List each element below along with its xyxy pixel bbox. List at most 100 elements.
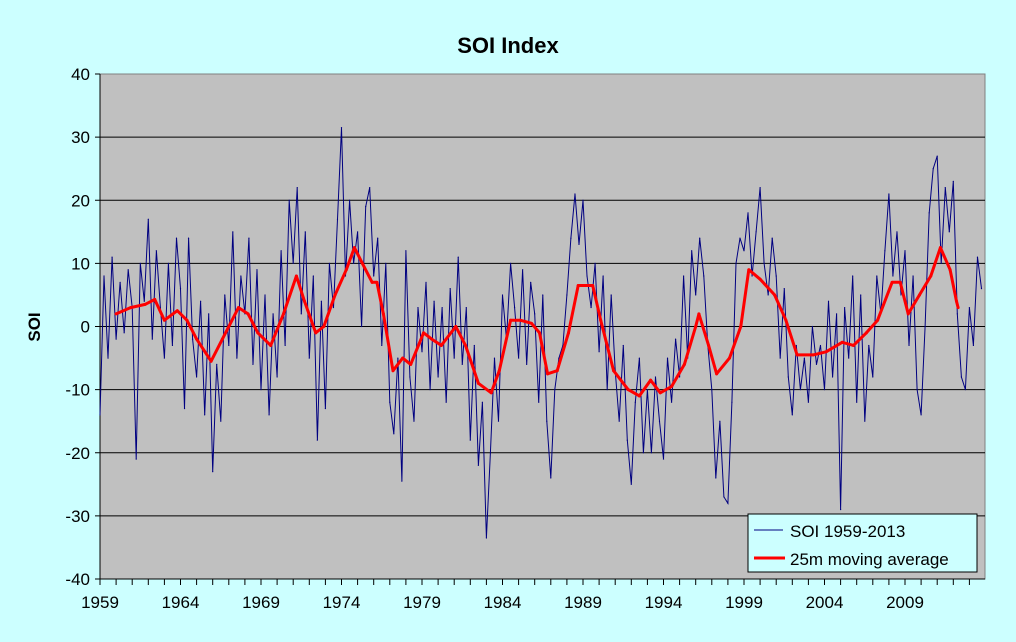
soi-data-point	[767, 294, 769, 296]
moving-average-point	[948, 268, 952, 272]
moving-average-point	[375, 280, 379, 284]
soi-data-point	[252, 363, 254, 365]
soi-data-point	[127, 269, 129, 271]
soi-data-point	[220, 420, 222, 422]
soi-data-point	[912, 275, 914, 277]
moving-average-point	[518, 318, 522, 322]
soi-data-point	[840, 508, 842, 511]
soi-data-point	[135, 458, 137, 460]
moving-average-point	[824, 350, 828, 354]
soi-data-point	[469, 439, 471, 441]
moving-average-point	[294, 274, 298, 278]
soi-data-point	[103, 275, 105, 277]
soi-data-point	[248, 237, 250, 239]
soi-data-point	[900, 294, 902, 296]
soi-data-point	[956, 313, 958, 315]
moving-average-point	[529, 321, 533, 325]
soi-data-point	[485, 537, 487, 539]
soi-data-point	[304, 231, 306, 233]
soi-data-point	[936, 155, 938, 157]
moving-average-point	[758, 277, 762, 281]
soi-data-point	[803, 357, 805, 359]
soi-data-point	[546, 420, 548, 422]
legend-label-soi: SOI 1959-2013	[790, 522, 905, 541]
soi-data-point	[658, 420, 661, 422]
soi-data-point	[401, 480, 403, 482]
y-tick-label: -10	[65, 381, 90, 400]
soi-data-point	[626, 439, 628, 441]
soi-data-point	[284, 344, 286, 347]
soi-data-point	[200, 300, 202, 302]
moving-average-point	[707, 343, 711, 347]
legend-box	[747, 513, 978, 573]
soi-data-point	[747, 212, 749, 214]
soi-data-point	[872, 376, 874, 378]
soi-data-point	[630, 483, 632, 485]
soi-data-point	[783, 288, 785, 290]
y-tick-label: 40	[71, 65, 90, 84]
moving-average-point	[906, 312, 910, 316]
soi-data-point	[373, 275, 375, 277]
soi-data-point	[884, 250, 886, 252]
moving-average-point	[626, 388, 630, 392]
moving-average-point	[773, 293, 777, 297]
soi-data-point	[811, 325, 814, 328]
soi-data-point	[550, 477, 552, 479]
soi-data-point	[340, 127, 343, 129]
soi-data-point	[324, 407, 326, 410]
x-tick-label: 1964	[162, 593, 200, 612]
soi-data-point	[328, 262, 331, 264]
y-tick-label: -30	[65, 507, 90, 526]
soi-data-point	[775, 275, 777, 277]
soi-data-point	[292, 262, 294, 264]
soi-data-point	[679, 376, 681, 378]
soi-data-point	[107, 357, 109, 359]
moving-average-point	[409, 362, 413, 366]
soi-data-point	[582, 199, 584, 201]
moving-average-point	[236, 306, 240, 310]
soi-data-point	[183, 407, 186, 410]
soi-data-point	[848, 357, 850, 359]
soi-data-point	[952, 180, 954, 182]
moving-average-point	[682, 362, 686, 366]
soi-data-point	[518, 357, 520, 359]
soi-data-point	[972, 344, 975, 347]
soi-data-point	[397, 357, 399, 359]
soi-data-point	[276, 376, 278, 378]
soi-data-point	[405, 250, 407, 252]
soi-data-point	[920, 414, 922, 416]
soi-data-point	[477, 464, 479, 466]
soi-data-point	[868, 344, 870, 347]
moving-average-point	[314, 331, 318, 335]
soi-data-point	[272, 313, 274, 315]
soi-data-point	[634, 401, 636, 403]
moving-average-point	[344, 268, 348, 272]
soi-data-point	[815, 363, 818, 365]
soi-data-point	[530, 281, 532, 283]
soi-data-point	[179, 288, 182, 290]
soi-data-point	[932, 168, 934, 170]
soi-data-point	[739, 237, 741, 239]
soi-data-point	[445, 401, 447, 403]
y-tick-label: 20	[71, 191, 90, 210]
soi-data-point	[513, 306, 516, 309]
soi-data-point	[352, 262, 355, 264]
soi-data-point	[558, 357, 560, 359]
moving-average-point	[658, 391, 662, 395]
moving-average-point	[220, 337, 224, 341]
soi-data-point	[288, 199, 290, 201]
soi-data-point	[590, 306, 592, 309]
moving-average-point	[637, 394, 641, 398]
moving-average-point	[269, 343, 273, 347]
soi-data-point	[691, 250, 693, 252]
soi-data-point	[421, 351, 423, 353]
moving-average-point	[322, 325, 326, 328]
soi-data-point	[453, 357, 455, 359]
moving-average-point	[917, 293, 921, 297]
soi-data-point	[212, 471, 214, 473]
soi-data-point	[501, 294, 504, 296]
y-tick-label: 30	[71, 128, 90, 147]
soi-data-point	[377, 237, 379, 239]
soi-data-point	[365, 205, 367, 208]
